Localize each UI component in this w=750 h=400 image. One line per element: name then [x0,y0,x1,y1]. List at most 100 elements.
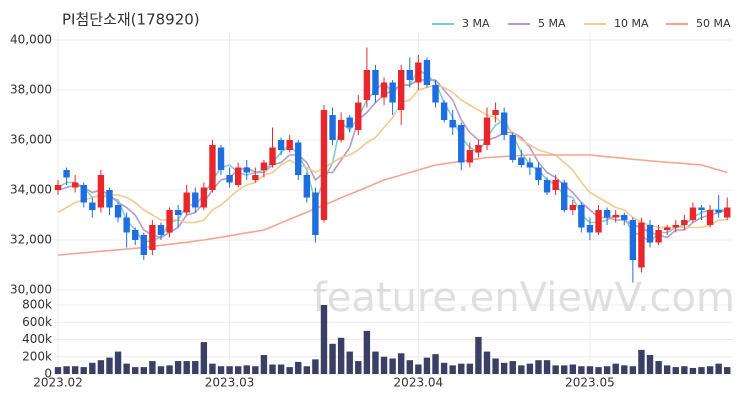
volume-bar [492,358,499,374]
candle-body [140,235,147,255]
candle-body [595,210,602,233]
candle-body [286,140,293,150]
candle-body [132,230,139,240]
volume-bar [132,367,139,374]
candle-body [603,210,611,218]
volume-bar [252,366,259,374]
candle-body [54,185,62,190]
volume-bar [432,354,439,374]
volume-bar [346,351,353,374]
volume-bar [183,361,190,374]
volume-bar [569,364,576,374]
volume-bar [621,365,628,374]
volume-bar [329,343,336,374]
candle-body [406,70,413,80]
volume-bar [209,363,216,374]
volume-bar [415,364,422,374]
candle-body [337,120,345,140]
candle-body [466,150,474,163]
y-tick-label: 34,000 [10,183,52,197]
candle-body [260,162,268,170]
volume-bar [578,366,585,374]
volume-bar [595,367,602,374]
candle-body [432,85,439,103]
chart-title: PI첨단소재(178920) [62,11,200,29]
candle-body [217,147,225,170]
y-tick-label: 38,000 [10,83,52,97]
candle-body [578,205,585,228]
candle-body [646,225,654,243]
volume-bar [140,367,147,374]
candle-body [149,225,156,250]
y-tick-label: 32,000 [10,233,52,247]
volume-bar [380,356,388,374]
volume-bar [192,361,199,374]
x-tick-label: 2023.05 [565,376,615,390]
volume-bar [689,367,697,374]
candle-body [715,210,722,213]
candle-body [63,170,70,178]
volume-bar [543,360,551,374]
candle-body [552,180,559,190]
volume-bar [123,363,130,374]
volume-bar [260,355,268,374]
volume-bar [561,365,568,374]
volume-bar [277,364,285,374]
legend-label: 50 MA [696,17,731,30]
volume-bar [295,361,302,374]
candle-body [303,175,311,198]
candle-body [681,220,688,225]
volume-bar [440,362,448,374]
volume-bar [80,367,87,374]
volume-bar [286,367,293,374]
candle-body [209,145,216,190]
candle-body [372,70,379,95]
volume-tick-label: 600k [22,315,52,329]
candle-body [500,112,508,135]
volume-bar [243,365,250,374]
volume-bar [217,366,225,374]
volume-bar [466,363,474,374]
candle-body [320,110,328,220]
volume-bar [526,363,534,374]
candle-body [655,230,662,243]
candle-body [200,187,208,208]
candle-body [389,82,396,103]
volume-bar [663,365,671,374]
candle-body [483,117,491,145]
volume-bar [312,359,319,374]
volume-bar [724,367,731,374]
volume-bar [518,365,525,374]
volume-bar [149,361,156,374]
volume-bar [672,367,679,374]
candle-body [71,182,79,188]
volume-bar [71,366,79,374]
volume-bar [337,337,345,374]
candle-body [543,180,551,193]
candle-body [252,175,259,180]
candle-body [355,102,362,130]
volume-tick-label: 800k [22,298,52,312]
x-tick-label: 2023.02 [33,376,83,390]
candle-body [706,210,714,225]
volume-bar [483,351,491,374]
volume-tick-label: 200k [22,349,52,363]
candle-body [157,225,165,235]
volume-bar [681,366,688,374]
volume-bar [157,366,165,374]
volume-bar [698,367,705,374]
candle-body [234,167,242,185]
volume-bar [646,355,654,374]
volume-tick-label: 0 [44,367,52,381]
volume-bar [166,365,173,374]
volume-bar [372,351,379,374]
candle-body [458,125,465,163]
y-tick-label: 40,000 [10,33,52,47]
candle-body [492,110,499,115]
volume-bar [174,361,182,374]
candle-body [612,215,619,218]
volume-bar [500,362,508,374]
volume-bar [406,360,413,374]
legend-label: 10 MA [614,17,649,30]
